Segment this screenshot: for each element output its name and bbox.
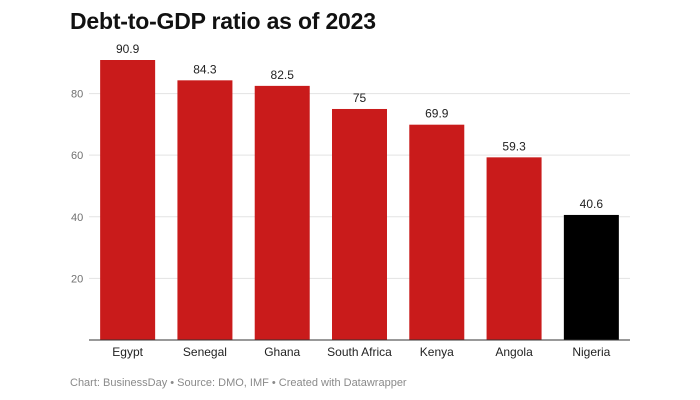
x-tick-label: Egypt [112, 345, 143, 359]
y-tick-label: 80 [71, 89, 83, 101]
bar-angola [486, 157, 542, 340]
bar-senegal [177, 80, 233, 341]
y-tick-label: 60 [71, 150, 83, 162]
x-tick-label: Kenya [420, 345, 454, 359]
value-label: 90.9 [116, 42, 140, 56]
value-label: 84.3 [193, 62, 217, 76]
x-tick-label: South Africa [327, 345, 392, 359]
bar-egypt [100, 60, 156, 340]
value-label: 59.3 [502, 139, 526, 153]
bar-south-africa [332, 108, 387, 340]
y-tick-label: 20 [71, 273, 83, 285]
bar-kenya [409, 124, 465, 341]
chart-title: Debt-to-GDP ratio as of 2023 [70, 8, 376, 34]
value-label: 75 [353, 91, 367, 105]
value-label: 82.5 [271, 68, 295, 82]
value-label: 40.6 [580, 197, 604, 211]
bar-nigeria [563, 214, 619, 340]
y-tick-label: 40 [71, 212, 83, 224]
x-tick-label: Ghana [264, 345, 300, 359]
x-tick-label: Angola [495, 345, 533, 359]
value-label: 69.9 [425, 107, 449, 121]
chart-footer: Chart: BusinessDay • Source: DMO, IMF • … [70, 377, 407, 389]
bar-ghana [254, 85, 310, 340]
x-tick-label: Senegal [183, 345, 227, 359]
bars [100, 60, 619, 341]
x-tick-label: Nigeria [572, 345, 610, 359]
labels: 90.9 Egypt 84.3 Senegal 82.5 Ghana 75 South Afr… [112, 42, 610, 359]
